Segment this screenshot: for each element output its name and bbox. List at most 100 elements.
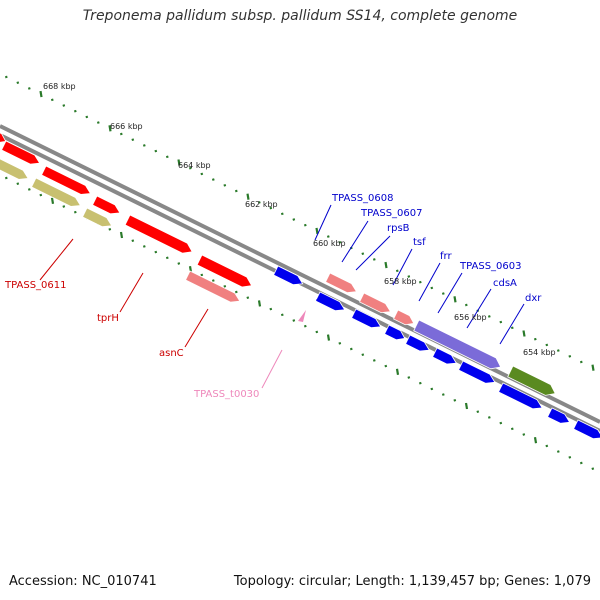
gene-label-cdsa[interactable]: cdsA xyxy=(493,278,517,289)
inner-tick xyxy=(73,210,77,214)
gene-feature xyxy=(547,407,571,424)
inner-tick xyxy=(556,450,560,453)
scale-tick xyxy=(499,320,503,324)
scale-tick xyxy=(568,354,572,358)
scale-tick xyxy=(131,138,135,142)
inner-tick xyxy=(108,227,112,231)
scale-tick xyxy=(556,349,560,352)
gene-feature xyxy=(384,324,406,341)
scale-label-660: 660 kbp xyxy=(313,239,346,248)
scale-tick xyxy=(27,87,31,90)
accession-text: Accession: NC_010741 xyxy=(9,574,157,589)
scale-tick xyxy=(407,275,411,278)
inner-tick xyxy=(464,402,469,410)
inner-tick xyxy=(568,455,572,459)
inner-tick xyxy=(407,376,411,379)
scale-tick xyxy=(188,166,192,170)
scale-tick xyxy=(372,258,376,261)
inner-tick xyxy=(315,330,319,334)
scale-tick xyxy=(177,159,181,166)
inner-tick xyxy=(545,444,549,448)
scale-label-658: 658 kbp xyxy=(384,277,417,286)
rna-feature xyxy=(393,309,415,326)
gene-label-tsf[interactable]: tsf xyxy=(413,237,426,248)
inner-tick xyxy=(430,387,434,391)
inner-tick xyxy=(349,347,353,351)
inner-tick xyxy=(453,398,457,402)
inner-tick xyxy=(476,410,480,414)
scale-label-662: 662 kbp xyxy=(245,200,278,209)
inner-tick xyxy=(487,416,491,419)
highlight-feature xyxy=(413,319,502,370)
scale-tick xyxy=(211,178,215,181)
scale-tick xyxy=(591,364,595,371)
inner-tick xyxy=(533,437,538,444)
inner-tick xyxy=(16,182,20,186)
gene-label-frr[interactable]: frr xyxy=(440,251,452,262)
leader-line xyxy=(355,235,391,271)
scale-tick xyxy=(4,75,8,79)
scale-tick xyxy=(234,189,238,193)
scale-tick xyxy=(96,121,100,124)
inner-tick xyxy=(4,176,8,180)
gene-feature xyxy=(573,419,600,440)
gene-label-tprh[interactable]: tprH xyxy=(97,313,119,324)
inner-tick xyxy=(223,284,227,288)
inner-tick xyxy=(522,433,526,436)
scale-tick xyxy=(200,172,204,176)
leader-line xyxy=(184,308,209,348)
inner-tick xyxy=(234,290,238,294)
scale-tick xyxy=(326,235,330,238)
scale-tick xyxy=(464,303,468,307)
inner-tick xyxy=(372,359,376,362)
inner-tick xyxy=(338,341,342,345)
inner-tick xyxy=(119,231,124,239)
inner-tick xyxy=(395,368,400,375)
gene-feature xyxy=(315,291,346,312)
leader-line xyxy=(499,303,525,345)
gene-label-tpass-t0030[interactable]: TPASS_t0030 xyxy=(193,389,259,400)
scale-tick xyxy=(280,212,284,216)
gene-label-dxr[interactable]: dxr xyxy=(525,293,542,304)
topology-summary: Topology: circular; Length: 1,139,457 bp… xyxy=(233,574,591,589)
inner-tick xyxy=(211,279,215,282)
inner-tick xyxy=(142,245,146,248)
gene-label-asnc[interactable]: asnC xyxy=(159,348,184,359)
inner-tick xyxy=(361,353,365,357)
rna-feature xyxy=(325,272,358,293)
leader-line xyxy=(39,238,74,281)
scale-tick xyxy=(395,269,399,273)
leader-line xyxy=(119,272,144,313)
scale-tick xyxy=(418,280,422,284)
gene-feature xyxy=(498,382,543,410)
gene-marker xyxy=(316,294,322,302)
gene-label-tpass-0607[interactable]: TPASS_0607 xyxy=(360,208,422,219)
gene-label-tpass-0603[interactable]: TPASS_0603 xyxy=(459,261,521,272)
leader-line xyxy=(418,262,441,302)
gene-feature xyxy=(92,195,121,215)
scale-tick xyxy=(510,326,514,330)
inner-tick xyxy=(384,364,388,368)
gene-label-tpass-0611[interactable]: TPASS_0611 xyxy=(4,280,66,291)
scale-tick xyxy=(246,193,250,200)
scale-tick xyxy=(315,227,319,235)
pseudogene-feature xyxy=(0,153,29,180)
scale-tick xyxy=(165,155,169,159)
gene-label-rpsb[interactable]: rpsB xyxy=(387,223,410,234)
gene-label-tpass-0608[interactable]: TPASS_0608 xyxy=(331,193,393,204)
map-title: Treponema pallidum subsp. pallidum SS14,… xyxy=(82,8,518,24)
features xyxy=(0,127,600,440)
gene-feature xyxy=(196,254,253,288)
scale-tick xyxy=(579,360,583,364)
scale-label-666: 666 kbp xyxy=(110,122,143,131)
scale-label-654: 654 kbp xyxy=(523,348,556,357)
inner-tick xyxy=(27,188,31,191)
scale-tick xyxy=(303,223,307,227)
inner-tick xyxy=(579,461,583,465)
scale-tick xyxy=(62,104,66,107)
scale-tick xyxy=(50,98,54,102)
pseudogene-feature xyxy=(31,177,82,207)
inner-tick xyxy=(154,250,158,254)
leader-line xyxy=(437,272,463,314)
